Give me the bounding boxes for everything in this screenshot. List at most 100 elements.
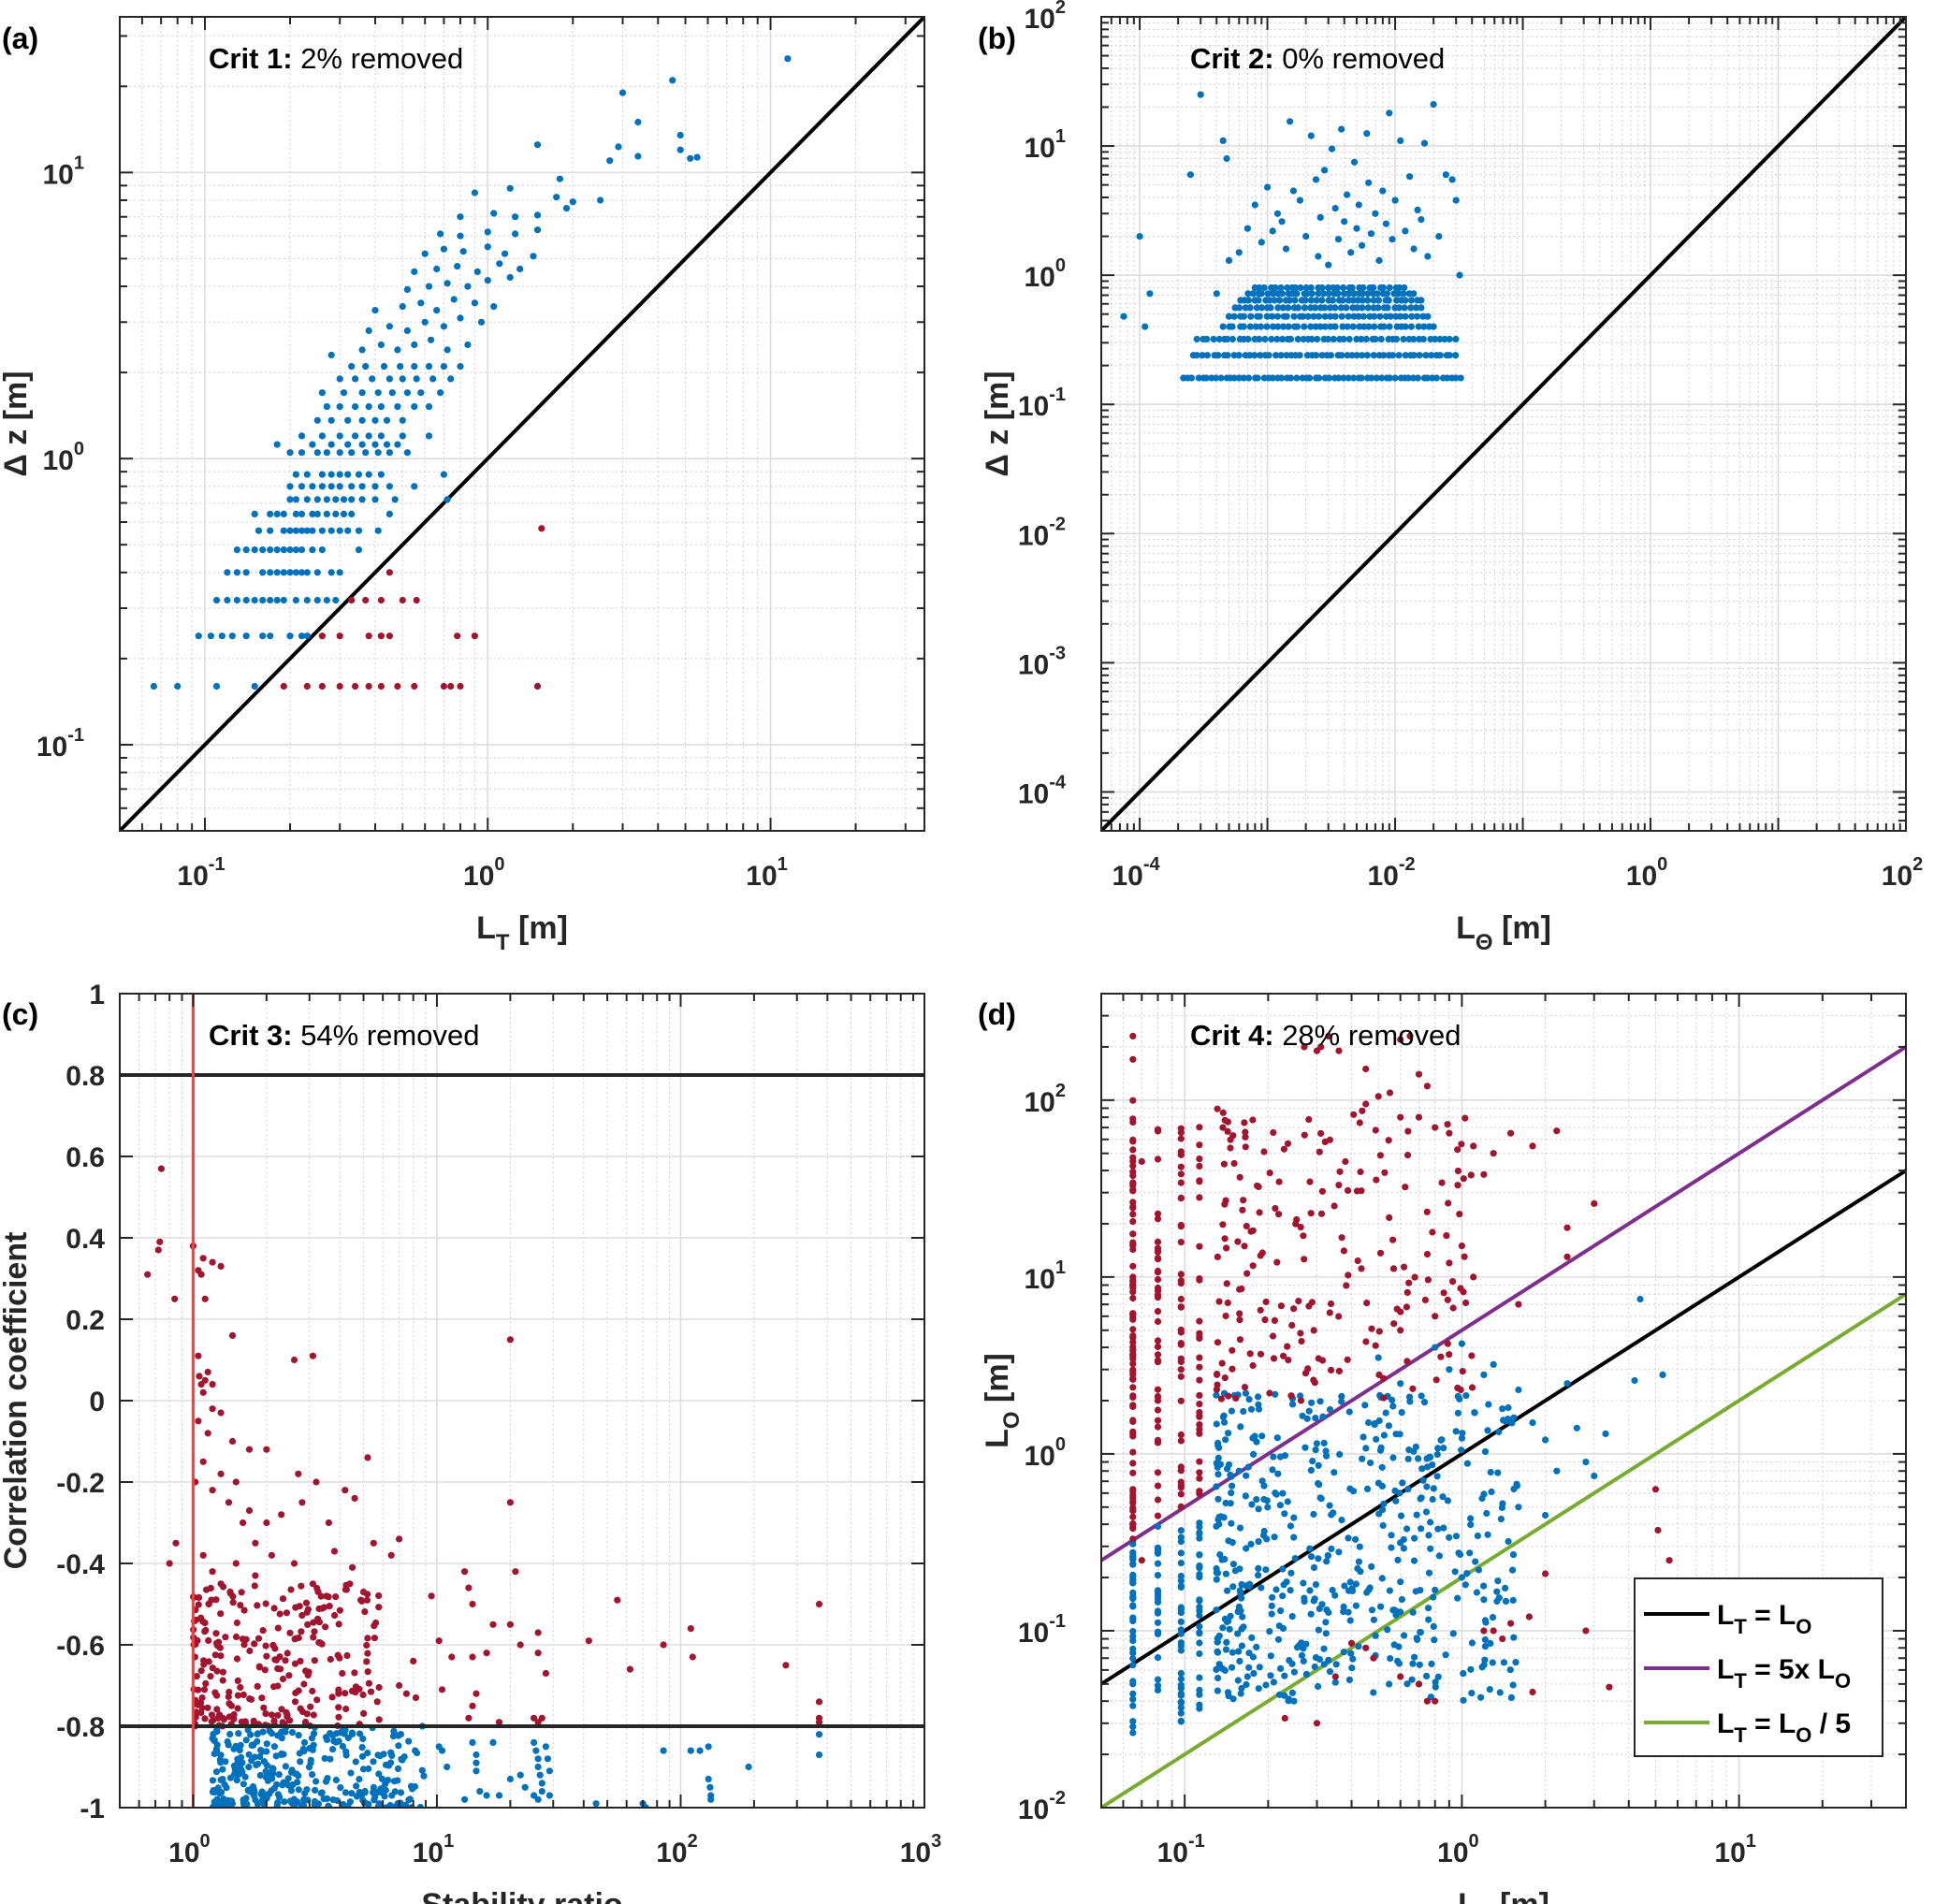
data-point-kept — [444, 1763, 451, 1771]
data-point-removed — [217, 1262, 225, 1270]
data-point-kept — [1308, 1399, 1316, 1406]
legend-item: LT = LO / 5 — [1644, 1708, 1851, 1747]
plot-content — [1101, 17, 1906, 831]
data-point-removed — [1154, 1275, 1162, 1284]
data-point-kept — [1425, 1532, 1432, 1539]
data-point-kept — [1243, 1680, 1250, 1689]
data-point-kept — [1306, 374, 1314, 382]
tick-exponent: -2 — [1399, 854, 1416, 875]
data-point-removed — [1177, 1490, 1185, 1498]
data-point-kept — [374, 527, 382, 534]
data-point-kept — [1344, 191, 1351, 198]
data-point-kept — [320, 1795, 327, 1803]
data-point-kept — [1463, 1570, 1471, 1577]
data-point-kept — [352, 432, 359, 440]
data-point-kept — [251, 510, 258, 518]
data-point-removed — [1154, 1210, 1162, 1217]
data-point-kept — [274, 1791, 282, 1798]
data-point-kept — [1436, 335, 1444, 343]
data-point-kept — [1234, 1677, 1242, 1684]
data-point-kept — [1258, 1432, 1266, 1440]
data-point-removed — [274, 1624, 282, 1632]
data-point-kept — [1416, 352, 1423, 359]
data-point-removed — [1273, 1258, 1281, 1266]
data-point-kept — [1253, 304, 1260, 312]
data-point-kept — [1177, 1675, 1185, 1683]
data-point-removed — [1129, 1346, 1137, 1354]
data-point-kept — [1225, 1618, 1232, 1625]
data-point-kept — [1446, 352, 1453, 359]
data-point-kept — [298, 527, 306, 534]
data-point-removed — [1438, 1179, 1446, 1186]
data-point-kept — [309, 1746, 316, 1753]
data-point-removed — [387, 1551, 395, 1559]
tick-exponent: 0 — [200, 1831, 211, 1852]
data-point-kept — [1377, 1603, 1385, 1610]
data-point-kept — [1196, 1674, 1203, 1681]
x-axis-label: LΘ [m] — [1456, 910, 1551, 955]
data-point-kept — [1333, 283, 1341, 292]
data-point-kept — [1419, 1476, 1427, 1484]
data-point-kept — [1372, 335, 1379, 343]
data-point-kept — [1485, 1401, 1492, 1408]
data-point-kept — [1253, 1496, 1260, 1504]
data-point-removed — [1249, 1262, 1257, 1270]
data-point-removed — [1129, 1402, 1137, 1409]
data-point-kept — [1379, 1521, 1387, 1530]
data-point-kept — [1215, 335, 1223, 343]
data-point-kept — [327, 527, 335, 534]
data-point-kept — [457, 213, 464, 221]
data-point-kept — [1432, 374, 1440, 382]
data-point-removed — [1374, 1093, 1382, 1100]
data-point-removed — [199, 1551, 207, 1559]
tick-base: 10 — [1025, 133, 1055, 164]
data-point-kept — [1216, 1551, 1224, 1559]
data-point-kept — [1237, 1690, 1244, 1697]
data-point-removed — [1331, 1202, 1338, 1210]
data-point-kept — [1262, 1566, 1270, 1574]
data-point-kept — [1414, 206, 1421, 213]
data-point-removed — [1243, 1270, 1251, 1277]
data-point-removed — [1507, 1620, 1515, 1627]
data-point-kept — [1515, 1504, 1522, 1511]
data-point-removed — [254, 1635, 263, 1642]
data-point-kept — [425, 432, 433, 440]
data-point-kept — [1236, 1565, 1243, 1573]
data-point-kept — [1195, 374, 1202, 382]
y-tick-label: 100 — [43, 439, 85, 476]
data-point-removed — [359, 1588, 368, 1596]
data-point-kept — [1331, 304, 1339, 312]
data-point-removed — [1298, 1337, 1305, 1345]
data-point-removed — [1459, 1368, 1466, 1375]
data-point-kept — [1316, 374, 1323, 382]
data-point-kept — [1270, 290, 1277, 298]
data-point-kept — [1499, 1405, 1506, 1413]
data-point-removed — [1177, 1295, 1185, 1303]
data-point-kept — [556, 175, 564, 182]
data-point-kept — [506, 273, 514, 282]
data-point-kept — [1386, 1587, 1393, 1594]
data-point-kept — [1505, 1537, 1512, 1546]
data-point-removed — [1236, 1286, 1243, 1293]
data-point-kept — [365, 432, 372, 440]
data-point-kept — [231, 1770, 239, 1778]
data-point-kept — [1266, 1628, 1273, 1635]
data-point-removed — [320, 1604, 328, 1611]
data-point-removed — [1654, 1526, 1662, 1534]
data-point-kept — [417, 389, 425, 397]
data-point-removed — [330, 1548, 339, 1555]
data-point-kept — [1432, 335, 1439, 343]
data-point-kept — [1312, 323, 1319, 330]
data-point-kept — [259, 632, 267, 640]
data-point-removed — [1458, 1141, 1465, 1148]
data-point-kept — [1439, 1493, 1447, 1501]
data-point-kept — [1389, 1403, 1397, 1410]
data-point-kept — [286, 569, 294, 576]
data-point-removed — [1154, 1406, 1162, 1414]
data-point-removed — [1177, 1437, 1185, 1445]
data-point-removed — [1347, 1639, 1356, 1647]
data-point-kept — [1245, 1650, 1253, 1657]
data-point-removed — [1284, 1343, 1291, 1350]
